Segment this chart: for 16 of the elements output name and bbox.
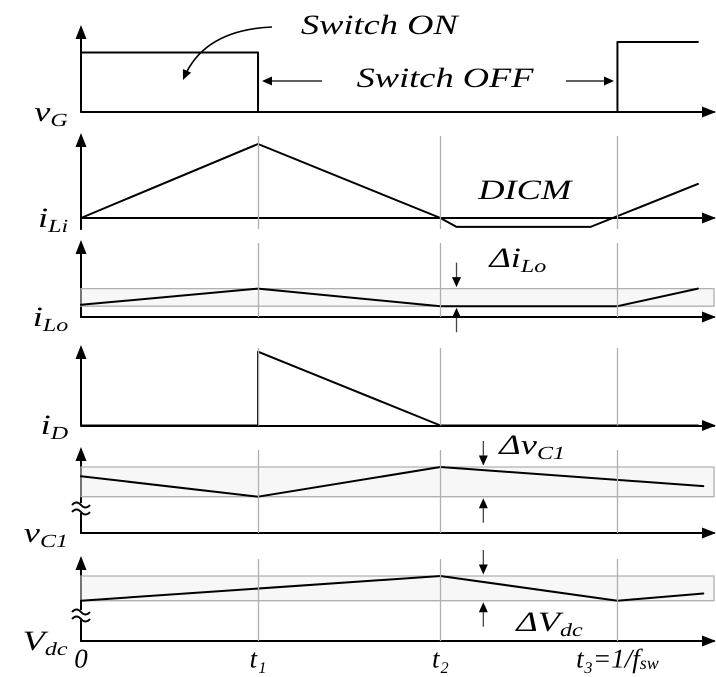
x-tick-label: t₃=1/fsw — [576, 644, 659, 674]
y-axis-title: v$_{G}$ — [34, 96, 68, 130]
y-axis-title: i$_{Li}$ — [38, 202, 68, 236]
y-axis-title: i$_{Lo}$ — [32, 302, 68, 335]
band-label: Δv$_{C1}$ — [499, 430, 566, 463]
x-tick-label: 0 — [74, 644, 88, 674]
band-label: ΔV$_{dc}$ — [516, 606, 582, 640]
band-label: Δi$_{Lo}$ — [489, 242, 546, 276]
y-axis-title: v$_{C1}$ — [24, 518, 68, 551]
text: Switch ON — [300, 10, 458, 40]
annotation: DICM — [478, 174, 572, 206]
y-axis-title: i$_{D}$ — [40, 410, 68, 444]
x-tick-label: t₁ — [250, 644, 266, 674]
y-axis-title: V$_{dc}$ — [22, 626, 68, 659]
x-tick-label: t₂ — [432, 644, 449, 674]
annotation: Switch OFF — [356, 62, 534, 94]
